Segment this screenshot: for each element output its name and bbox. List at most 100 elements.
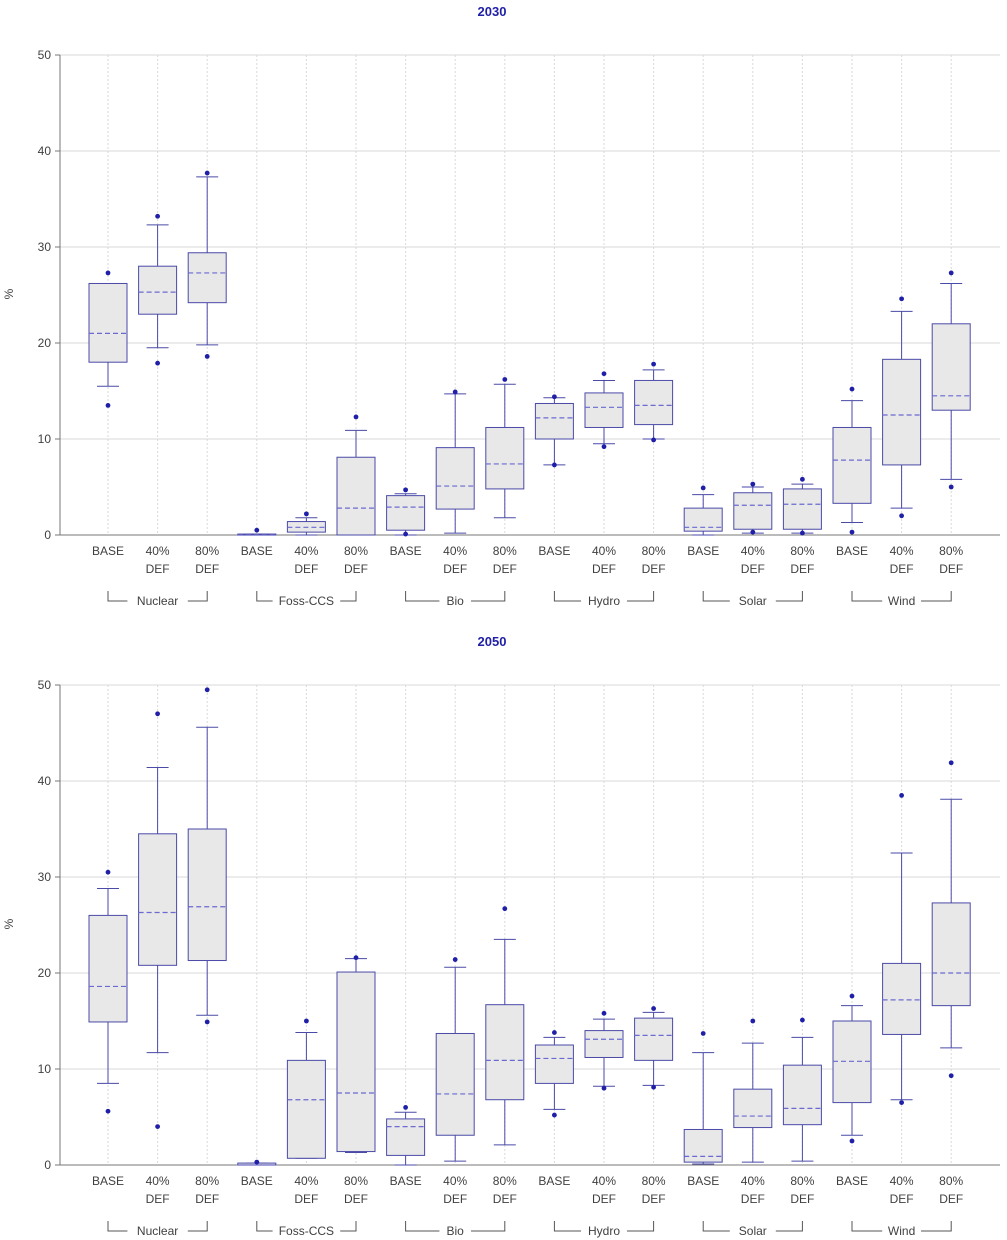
box-iqr bbox=[634, 1017, 674, 1061]
group-bracket-left bbox=[405, 591, 440, 602]
chart-2050: 2050 % 0 10 20 30 40 50 BASE 40% DEF 80% DEF BASE 40… bbox=[2, 634, 1000, 1238]
group-bracket-left bbox=[256, 1221, 273, 1232]
x-tick-label: DEF bbox=[493, 562, 517, 576]
outlier-point bbox=[105, 270, 111, 276]
box-iqr bbox=[733, 492, 773, 530]
box-iqr bbox=[386, 1118, 426, 1156]
outlier-point bbox=[948, 1073, 954, 1079]
box-iqr bbox=[286, 1059, 326, 1159]
group-label: Foss-CCS bbox=[279, 1224, 334, 1238]
group-bracket-right bbox=[187, 591, 208, 602]
x-tick-label: 40% bbox=[592, 544, 616, 558]
x-tick-label: DEF bbox=[790, 562, 814, 576]
x-tick-label: BASE bbox=[687, 544, 719, 558]
x-tick-label: 40% bbox=[146, 544, 170, 558]
box-iqr bbox=[485, 426, 525, 490]
x-tick-label: BASE bbox=[836, 1174, 868, 1188]
group-label: Bio bbox=[447, 1224, 465, 1238]
x-tick-label: 80% bbox=[493, 544, 517, 558]
box-iqr bbox=[138, 833, 178, 966]
outlier-point bbox=[800, 1017, 805, 1023]
box-iqr bbox=[88, 282, 128, 363]
x-tick-label: BASE bbox=[836, 544, 868, 558]
outlier-point bbox=[105, 869, 111, 875]
box-iqr bbox=[931, 323, 971, 411]
x-tick-label: BASE bbox=[92, 1174, 124, 1188]
chart-title: 2050 bbox=[478, 634, 507, 649]
group-bracket-left bbox=[256, 591, 273, 602]
group-bracket-right bbox=[627, 1221, 655, 1232]
x-tick-label: 40% bbox=[741, 544, 765, 558]
outlier-point bbox=[105, 403, 111, 408]
x-tick-label: 80% bbox=[642, 544, 666, 558]
box-iqr bbox=[336, 456, 376, 536]
outlier-point bbox=[899, 793, 904, 798]
x-tick-label: DEF bbox=[939, 1192, 963, 1206]
group-label: Wind bbox=[888, 594, 915, 608]
outlier-point bbox=[601, 371, 607, 377]
outlier-point bbox=[651, 1084, 656, 1090]
group-bracket-right bbox=[340, 591, 357, 602]
chart-title: 2030 bbox=[478, 4, 507, 19]
outlier-point bbox=[204, 170, 210, 176]
box-iqr bbox=[485, 1004, 525, 1101]
box-iqr bbox=[187, 828, 227, 962]
y-axis-label: % bbox=[2, 918, 16, 929]
outlier-point bbox=[800, 530, 805, 536]
group-label: Hydro bbox=[588, 1224, 620, 1238]
group-bracket-left bbox=[702, 591, 730, 602]
outlier-point bbox=[204, 1019, 210, 1025]
outlier-point bbox=[353, 414, 359, 420]
outlier-point bbox=[552, 1112, 557, 1118]
outlier-point bbox=[155, 1124, 161, 1129]
x-tick-label: DEF bbox=[592, 1192, 616, 1206]
outlier-point bbox=[948, 484, 954, 490]
outlier-point bbox=[304, 1018, 309, 1024]
box-iqr bbox=[534, 402, 574, 440]
outlier-point bbox=[849, 993, 855, 999]
outlier-point bbox=[849, 529, 855, 535]
outlier-point bbox=[155, 213, 161, 219]
x-tick-label: 40% bbox=[741, 1174, 765, 1188]
y-tick-label: 0 bbox=[44, 1158, 51, 1172]
x-tick-label: BASE bbox=[390, 1174, 422, 1188]
y-tick-label: 0 bbox=[44, 528, 51, 542]
outlier-point bbox=[948, 270, 954, 276]
x-tick-label: 80% bbox=[344, 544, 368, 558]
x-tick-label: BASE bbox=[538, 544, 570, 558]
outlier-point bbox=[601, 444, 607, 450]
outlier-point bbox=[403, 1105, 408, 1110]
group-bracket-left bbox=[553, 591, 581, 602]
y-axis-label: % bbox=[2, 288, 16, 299]
outlier-point bbox=[304, 511, 309, 517]
group-bracket-right bbox=[187, 1221, 208, 1232]
box-iqr bbox=[931, 902, 971, 1007]
y-tick-label: 20 bbox=[38, 966, 52, 980]
outlier-point bbox=[601, 1010, 607, 1016]
group-label: Solar bbox=[739, 594, 767, 608]
box-iqr bbox=[782, 1064, 822, 1126]
outlier-point bbox=[403, 487, 408, 493]
outlier-point bbox=[899, 1100, 904, 1105]
x-tick-label: 40% bbox=[146, 1174, 170, 1188]
box-iqr bbox=[634, 379, 674, 426]
outlier-point bbox=[403, 531, 408, 537]
y-tick-label: 10 bbox=[38, 1062, 52, 1076]
group-bracket-right bbox=[921, 591, 952, 602]
x-tick-label: 40% bbox=[443, 1174, 467, 1188]
group-bracket-right bbox=[775, 1221, 803, 1232]
outlier-point bbox=[204, 354, 210, 359]
x-tick-label: DEF bbox=[195, 562, 219, 576]
x-tick-label: 80% bbox=[344, 1174, 368, 1188]
x-tick-label: DEF bbox=[890, 562, 914, 576]
outlier-point bbox=[651, 361, 656, 367]
y-tick-label: 40 bbox=[38, 774, 52, 788]
x-tick-label: 40% bbox=[294, 544, 318, 558]
x-tick-label: DEF bbox=[790, 1192, 814, 1206]
y-tick-label: 40 bbox=[38, 144, 52, 158]
outlier-point bbox=[155, 360, 161, 366]
group-bracket-left bbox=[553, 1221, 581, 1232]
box-iqr bbox=[336, 971, 376, 1153]
x-tick-label: BASE bbox=[241, 544, 273, 558]
outlier-point bbox=[105, 1108, 111, 1114]
